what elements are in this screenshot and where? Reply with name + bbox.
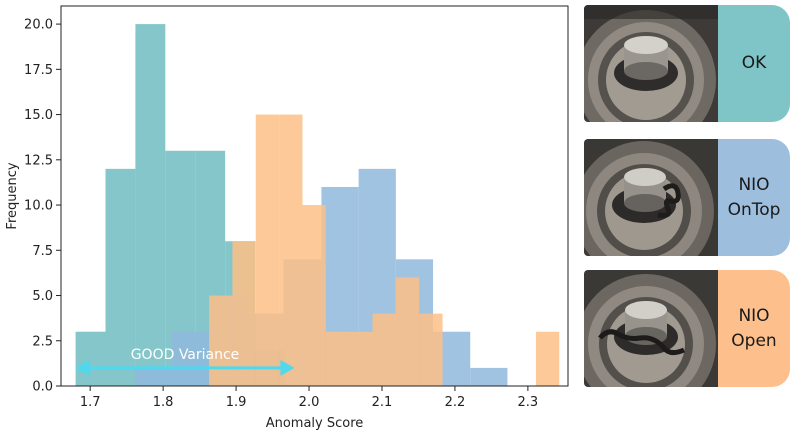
- x-tick-label: 2.2: [445, 395, 466, 410]
- histogram-bar-series3-bin9: [395, 277, 420, 386]
- x-tick-label: 1.8: [153, 395, 174, 410]
- histogram-bar-series3-bin2: [232, 241, 256, 386]
- x-tick-label: 2.1: [372, 395, 393, 410]
- histogram-chart: GOOD Variance 1.7 1.8 1.9 2.0 2.1 2.2 2.3 0.0 2…: [5, 5, 569, 431]
- good-variance-arrowhead-left: [75, 359, 90, 376]
- y-axis-label: Frequency: [5, 162, 20, 229]
- histogram-bars: [75, 24, 560, 387]
- x-axis-ticks: 1.7 1.8 1.9 2.0 2.1 2.2 2.3: [80, 386, 538, 410]
- histogram-bar-series2-bin10: [470, 367, 508, 386]
- y-tick-label: 5.0: [32, 289, 53, 304]
- histogram-bar-series3-bin1: [209, 295, 233, 386]
- y-tick-label: 15.0: [24, 108, 53, 123]
- x-axis-label: Anomaly Score: [266, 416, 364, 431]
- plot-frame: [60, 5, 569, 387]
- y-tick-label: 7.5: [32, 244, 53, 259]
- y-tick-label: 2.5: [32, 334, 53, 349]
- good-variance-label: GOOD Variance: [131, 347, 240, 363]
- x-tick-label: 1.7: [80, 395, 101, 410]
- histogram-bar-series3-bin4: [279, 114, 303, 387]
- histogram-bar-series3-bin15: [535, 331, 560, 386]
- sample-card-nio-ontop: NIO OnTop: [584, 139, 790, 256]
- x-tick-label: 2.3: [518, 395, 539, 410]
- y-tick-label: 20.0: [24, 18, 53, 33]
- histogram-bar-series3-bin7: [349, 331, 373, 386]
- y-axis-ticks: 0.0 2.5 5.0 7.5 10.0 12.5 15.0 17.5 20.0: [24, 18, 61, 395]
- y-tick-label: 10.0: [24, 199, 53, 214]
- sample-card-nio-open: NIO Open: [584, 270, 790, 387]
- y-tick-label: 0.0: [32, 380, 53, 395]
- good-variance-annotation: GOOD Variance: [75, 347, 295, 376]
- sample-photo-nio-open: [584, 270, 718, 387]
- sample-card-ok: OK: [584, 5, 790, 122]
- histogram-bar-series3-bin6: [325, 331, 350, 386]
- histogram-bar-series1-bin2: [105, 168, 136, 386]
- sample-photo-ok: [584, 5, 718, 122]
- histogram-bar-series1-bin1: [75, 331, 106, 386]
- y-tick-label: 17.5: [24, 63, 53, 78]
- histogram-bar-series1-bin3: [135, 24, 166, 386]
- y-tick-label: 12.5: [24, 153, 53, 168]
- sample-label-nio-open: NIO Open: [718, 270, 790, 387]
- x-tick-label: 1.9: [226, 395, 247, 410]
- histogram-bar-series3-bin5: [302, 205, 326, 386]
- histogram-bar-series2-bin1: [134, 367, 172, 386]
- histogram-bar-series3-bin10: [419, 313, 443, 386]
- histogram-bar-series2-bin2: [171, 331, 210, 386]
- histogram-bar-series3-bin8: [372, 313, 396, 386]
- good-variance-arrowhead-right: [280, 359, 295, 376]
- sample-label-ok: OK: [718, 5, 790, 122]
- histogram-bar-series3-bin3: [255, 114, 280, 387]
- sample-photo-nio-ontop: [584, 139, 718, 256]
- sample-label-nio-ontop: NIO OnTop: [718, 139, 790, 256]
- x-tick-label: 2.0: [299, 395, 320, 410]
